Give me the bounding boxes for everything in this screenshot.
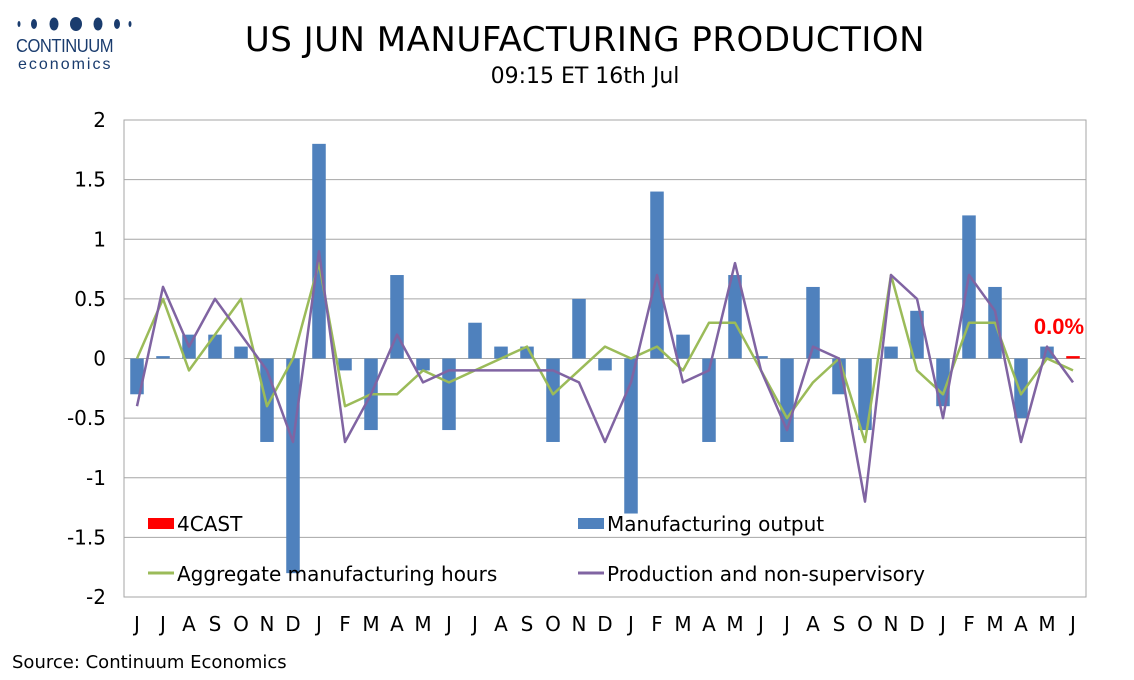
legend-swatch (148, 518, 174, 529)
bar (624, 358, 638, 514)
x-tick-label: S (521, 612, 534, 636)
continuum-logo: CONTINUUM economics (14, 14, 134, 76)
legend-label: Production and non-supervisory (607, 562, 925, 586)
x-tick-label: S (209, 612, 222, 636)
bar (156, 356, 170, 359)
x-tick-label: D (597, 612, 612, 636)
bar (442, 358, 456, 431)
legend-swatch (578, 518, 604, 529)
x-tick-label: J (132, 612, 140, 636)
bar (520, 346, 534, 359)
x-tick-label: A (494, 612, 508, 636)
x-tick-label: J (314, 612, 322, 636)
bar (754, 356, 768, 359)
bar (286, 358, 300, 574)
x-tick-label: D (285, 612, 300, 636)
x-tick-label: J (756, 612, 764, 636)
y-tick-label: 2 (93, 108, 106, 132)
series-line (135, 261, 1074, 444)
chart-subtitle: 09:15 ET 16th Jul (490, 64, 680, 89)
bar (572, 298, 586, 359)
legend-label: Aggregate manufacturing hours (177, 562, 497, 586)
bar (208, 334, 222, 359)
bar (702, 358, 716, 442)
x-tick-label: A (806, 612, 820, 636)
chart-title: US JUN MANUFACTURING PRODUCTION (244, 20, 926, 60)
bar (1066, 356, 1080, 359)
x-tick-label: J (1068, 612, 1076, 636)
y-tick-label: 0.5 (74, 287, 106, 311)
bar (494, 346, 508, 359)
x-tick-label: D (909, 612, 924, 636)
x-tick-label: J (626, 612, 634, 636)
forecast-annotation: 0.0% (1034, 314, 1084, 339)
bar (676, 334, 690, 359)
x-tick-label: S (833, 612, 846, 636)
bar (910, 310, 924, 359)
chart-svg: 21.510.50-0.5-1-1.5-2J J A S O N D J F M A M J J A S O N D… (67, 108, 1087, 636)
series-line (135, 249, 1075, 503)
x-tick-label: A (390, 612, 404, 636)
logo-name: CONTINUUM (16, 36, 114, 56)
source-note: Source: Continuum Economics (12, 652, 287, 673)
y-tick-label: 0 (93, 347, 106, 371)
y-tick-label: -0.5 (67, 406, 106, 430)
x-tick-label: N (260, 612, 275, 636)
legend-label: Manufacturing output (607, 512, 824, 536)
bar (884, 346, 898, 359)
bar (1040, 346, 1054, 359)
x-tick-label: J (158, 612, 166, 636)
x-tick-label: M (726, 612, 743, 636)
y-tick-label: -1 (86, 466, 106, 490)
bar (390, 275, 404, 359)
x-tick-label: M (414, 612, 431, 636)
x-tick-label: O (545, 612, 561, 636)
bar (416, 358, 430, 371)
x-tick-label: F (339, 612, 351, 636)
bar (728, 275, 742, 359)
bar (598, 358, 612, 371)
x-tick-label: M (986, 612, 1003, 636)
bar (338, 358, 352, 371)
y-tick-label: -1.5 (67, 525, 106, 549)
x-tick-label: N (572, 612, 587, 636)
logo-subtitle: economics (18, 56, 113, 73)
bar (234, 346, 248, 359)
x-tick-label: M (362, 612, 379, 636)
logo-dots-icon (17, 17, 132, 31)
x-tick-label: F (963, 612, 975, 636)
x-tick-label: J (470, 612, 478, 636)
bar (468, 322, 482, 359)
x-tick-label: A (182, 612, 196, 636)
bar (806, 286, 820, 359)
x-tick-label: A (1014, 612, 1028, 636)
bar (546, 358, 560, 442)
x-tick-label: A (702, 612, 716, 636)
x-tick-label: M (1038, 612, 1055, 636)
y-tick-label: 1.5 (74, 168, 106, 192)
x-tick-label: O (233, 612, 249, 636)
x-tick-label: O (857, 612, 873, 636)
x-tick-label: J (444, 612, 452, 636)
x-tick-label: N (884, 612, 899, 636)
y-tick-label: 1 (93, 227, 106, 251)
legend-label: 4CAST (177, 512, 243, 536)
x-tick-label: J (782, 612, 790, 636)
y-tick-label: -2 (86, 585, 106, 609)
bar (858, 358, 872, 431)
x-tick-label: F (651, 612, 663, 636)
bar (1014, 358, 1028, 419)
x-tick-label: M (674, 612, 691, 636)
x-tick-label: J (938, 612, 946, 636)
plot-frame (123, 119, 1087, 598)
